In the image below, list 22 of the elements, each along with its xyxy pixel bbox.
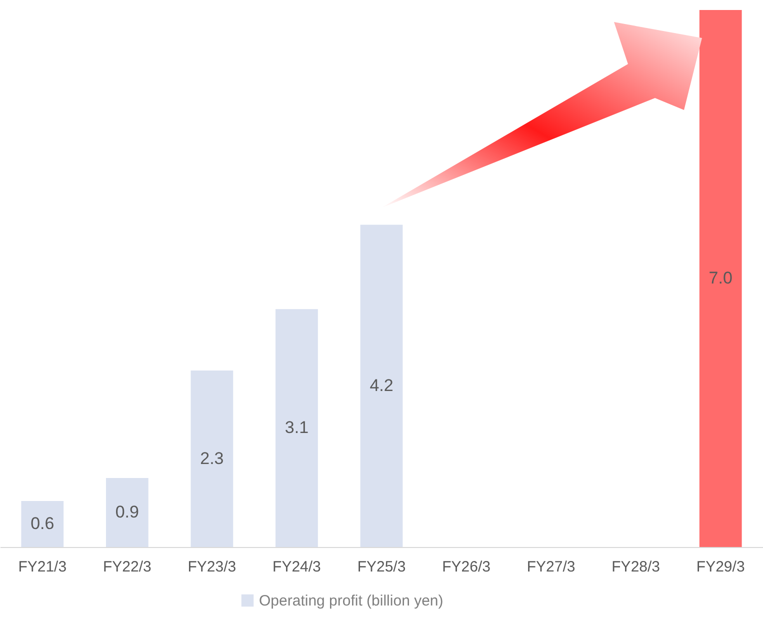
bar xyxy=(276,309,318,547)
data-label: 3.1 xyxy=(284,418,309,438)
legend-label: Operating profit (billion yen) xyxy=(259,592,444,610)
x-tick-label: FY25/3 xyxy=(357,558,406,576)
data-label: 0.9 xyxy=(115,502,139,522)
bar xyxy=(360,224,403,547)
bar xyxy=(21,500,64,547)
bar xyxy=(190,370,234,547)
x-tick-label: FY24/3 xyxy=(272,558,321,576)
x-tick-label: FY21/3 xyxy=(18,558,67,576)
x-tick-label: FY27/3 xyxy=(526,558,576,576)
data-label: 7.0 xyxy=(708,268,732,288)
bar xyxy=(699,10,742,547)
data-label: 0.6 xyxy=(30,514,54,533)
x-tick-label: FY26/3 xyxy=(442,558,490,576)
x-tick-label: FY22/3 xyxy=(102,558,152,576)
data-label: 2.3 xyxy=(200,448,224,468)
data-label: 4.2 xyxy=(370,376,394,395)
x-tick-label: FY23/3 xyxy=(188,558,236,576)
bar xyxy=(106,478,148,547)
x-tick-label: FY28/3 xyxy=(612,558,660,576)
x-tick-label: FY29/3 xyxy=(696,558,745,576)
